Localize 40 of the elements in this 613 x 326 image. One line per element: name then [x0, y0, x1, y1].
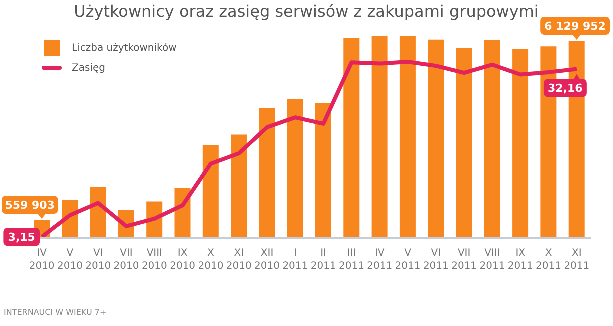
x-tick-label: V 2011 — [395, 248, 421, 272]
x-tick-label: VII 2010 — [114, 248, 140, 272]
x-tick-label: VII 2011 — [452, 248, 478, 272]
x-tick-label: VI 2011 — [423, 248, 449, 272]
bar — [512, 50, 529, 238]
x-tick-label: XII 2010 — [254, 248, 280, 272]
x-tick-label: V 2010 — [58, 248, 83, 272]
x-tick-label: VIII 2011 — [480, 248, 506, 272]
bar — [372, 36, 388, 238]
data-label: 559 903 — [5, 199, 55, 212]
x-tick-label: X 2010 — [198, 248, 224, 272]
data-label: 6 129 952 — [544, 20, 606, 34]
bar — [287, 99, 304, 238]
bar — [428, 40, 444, 238]
chart-title: Użytkownicy oraz zasięg serwisów z zakupami grupowymi — [73, 2, 540, 21]
x-tick-label: VI 2010 — [86, 248, 112, 272]
x-tick-label: IX 2010 — [170, 248, 196, 272]
bar — [456, 48, 472, 238]
bar — [316, 103, 332, 238]
text: INTERNAUCI W WIEKU 7+ — [4, 308, 107, 317]
bar — [202, 145, 219, 238]
x-tick-label: XI 2011 — [564, 248, 590, 272]
x-tick-label: III 2011 — [339, 248, 364, 272]
x-tick-label: XI 2010 — [226, 248, 252, 272]
x-tick-label: X 2011 — [536, 248, 562, 272]
x-tick-label: IX 2011 — [508, 248, 534, 272]
x-tick-label: IV 2011 — [367, 248, 393, 272]
data-label: 3,15 — [8, 231, 36, 244]
bar — [259, 108, 276, 238]
legend-label: Liczba użytkowników — [72, 42, 177, 54]
bar — [231, 134, 248, 238]
bar — [344, 38, 360, 238]
x-tick-label: IV 2010 — [29, 248, 55, 272]
legend-label: Zasięg — [72, 62, 106, 74]
bar — [400, 36, 416, 238]
x-tick-label: II 2011 — [310, 248, 336, 272]
bar — [484, 40, 500, 238]
x-tick-label: VIII 2010 — [142, 248, 168, 272]
data-label: 32,16 — [548, 82, 584, 96]
x-tick-label: I 2011 — [282, 248, 308, 272]
